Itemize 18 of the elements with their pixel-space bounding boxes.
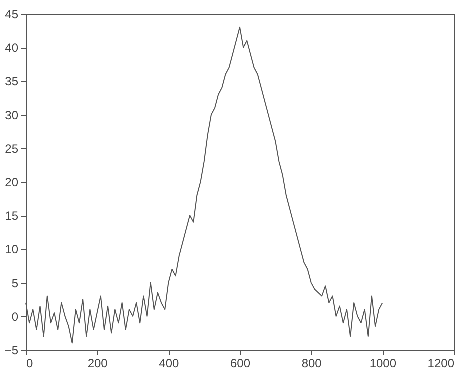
x-tick-label: 1000 xyxy=(370,356,397,370)
y-tick-label: 15 xyxy=(5,209,19,224)
y-tick-label: 40 xyxy=(5,41,19,56)
y-tick-label: 25 xyxy=(5,142,19,156)
x-tick-label: 600 xyxy=(230,356,251,370)
y-tick-label: 10 xyxy=(5,242,19,257)
y-tick-label: 45 xyxy=(5,8,19,22)
x-tick-label: 200 xyxy=(88,356,108,370)
y-tick-label: 30 xyxy=(5,108,19,122)
x-tick-label: 400 xyxy=(159,356,180,370)
y-tick-label: 35 xyxy=(5,74,19,89)
y-tick-label: 5 xyxy=(12,276,19,290)
y-tick-label: 20 xyxy=(5,176,19,190)
y-tick-label: −5 xyxy=(4,344,19,358)
x-tick-label: 0 xyxy=(26,356,34,370)
y-tick-label: 0 xyxy=(12,310,19,324)
x-tick-label: 800 xyxy=(302,356,322,370)
x-tick-label: 1200 xyxy=(428,356,455,370)
